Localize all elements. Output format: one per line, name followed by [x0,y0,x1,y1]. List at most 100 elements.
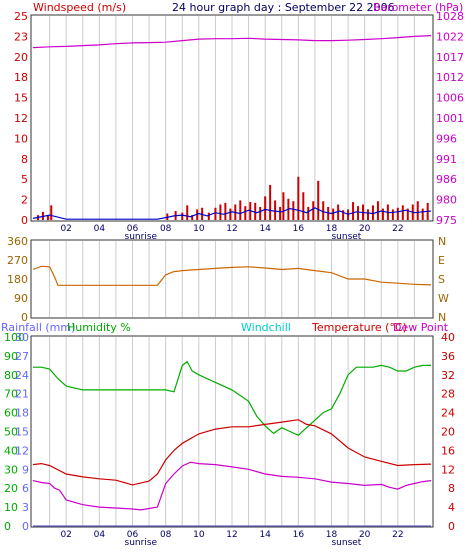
barometer-tick-label: 991 [436,153,457,166]
windgust-line [32,207,432,220]
humidity-tick-label: 0 [4,520,11,533]
rainfall-tick-label: 30 [15,331,29,344]
compass-tick-label: N [438,235,446,248]
humidity-tick-label: 30 [4,463,18,476]
x-tick-label: 18 [326,530,338,540]
barometer-line [32,35,432,49]
humidity-line [33,360,431,437]
windspeed-bar [297,176,300,220]
barometer-tick-label: 1028 [436,10,464,23]
windspeed-bar [191,215,194,220]
humidity-tick-label: 40 [4,444,18,457]
windspeed-bar [254,202,257,220]
x-tick-label: 12 [226,224,237,234]
windspeed-bar [181,212,184,220]
rainfall-tick-label: 24 [15,369,29,382]
sunset-label: sunset [331,538,361,548]
windspeed-tick-label: 25 [14,10,28,23]
windspeed-bar [366,209,369,220]
windspeed-bar [327,206,330,220]
windspeed-tick-label: 8 [21,153,28,166]
windspeed-bar [381,208,384,220]
windspeed-bar [292,201,295,220]
humidity-tick-label: 80 [4,369,18,382]
temperature-tick-label: 40 [441,331,455,344]
windspeed-bar [307,206,310,220]
rainfall-tick-label: 27 [15,350,29,363]
windspeed-bar [416,201,419,220]
windspeed-bar [239,200,242,220]
barometer-tick-label: 1001 [436,112,464,125]
rainfall-tick-label: 0 [22,520,29,533]
temperature-line [32,419,432,486]
windspeed-bar [46,215,49,220]
dewpoint-legend: Dew Point [393,321,449,334]
x-tick-label: 06 [127,530,139,540]
x-tick-label: 18 [326,224,338,234]
windspeed-bar [391,209,394,220]
windspeed-bar [322,201,325,220]
humidity-tick-label: 10 [4,501,18,514]
windspeed-bar [421,208,424,220]
x-tick-label: 12 [226,530,237,540]
x-tick-label: 08 [160,224,172,234]
windspeed-tick-label: 0 [21,214,28,227]
x-tick-label: 10 [193,530,205,540]
temperature-tick-label: 24 [441,407,455,420]
humidity-tick-label: 90 [4,350,18,363]
x-tick-label: 16 [293,530,305,540]
dewpoint-line [32,461,432,511]
sunrise-label: sunrise [125,232,158,242]
rainfall-tick-label: 3 [22,501,29,514]
barometer-tick-label: 1006 [436,92,464,105]
windspeed-bar [282,192,285,220]
x-tick-label: 08 [160,530,172,540]
direction-tick-label: 90 [14,292,28,305]
temperature-tick-label: 36 [441,350,455,363]
windspeed-bar [264,196,267,220]
windspeed-bar [186,205,189,220]
humidity-tick-label: 50 [4,426,18,439]
windspeed-bar [274,200,277,220]
rainfall-axis-title: Rainfall (mm) [1,321,75,334]
windspeed-tick-label: 5 [21,173,28,186]
windspeed-axis-title: Windspeed (m/s) [33,1,126,14]
windspeed-bar [50,205,53,220]
humidity-tick-label: 20 [4,482,18,495]
x-tick-label: 14 [259,224,271,234]
windspeed-bar [219,204,222,220]
compass-tick-label: N [438,311,446,324]
x-tick-label: 04 [94,224,106,234]
windspeed-bar [279,206,282,220]
temperature-tick-label: 32 [441,369,455,382]
barometer-tick-label: 1017 [436,51,464,64]
x-tick-label: 10 [193,224,205,234]
compass-tick-label: S [438,273,445,286]
windspeed-bar [224,202,227,220]
windspeed-tick-label: 18 [14,71,28,84]
x-tick-label: 02 [60,224,71,234]
barometer-tick-label: 996 [436,132,457,145]
rainfall-tick-label: 9 [22,463,29,476]
windspeed-bar [244,206,247,220]
windspeed-bar [302,192,305,220]
windspeed-bar [332,208,335,220]
sunrise-label: sunrise [125,538,158,548]
x-tick-label: 20 [359,224,371,234]
x-tick-label: 14 [259,530,271,540]
x-tick-label: 04 [94,530,106,540]
windspeed-tick-label: 2 [21,194,28,207]
temperature-tick-label: 28 [441,388,455,401]
windspeed-bar [259,206,262,220]
temperature-tick-label: 12 [441,463,455,476]
windspeed-bar [337,204,340,220]
x-tick-label: 22 [392,224,403,234]
x-tick-label: 06 [127,224,139,234]
barometer-tick-label: 986 [436,173,457,186]
humidity-tick-label: 70 [4,388,18,401]
temperature-tick-label: 0 [448,520,455,533]
rainfall-tick-label: 15 [15,426,29,439]
barometer-axis-title: Barometer (hPa) [373,1,463,14]
windspeed-bar [371,205,374,220]
